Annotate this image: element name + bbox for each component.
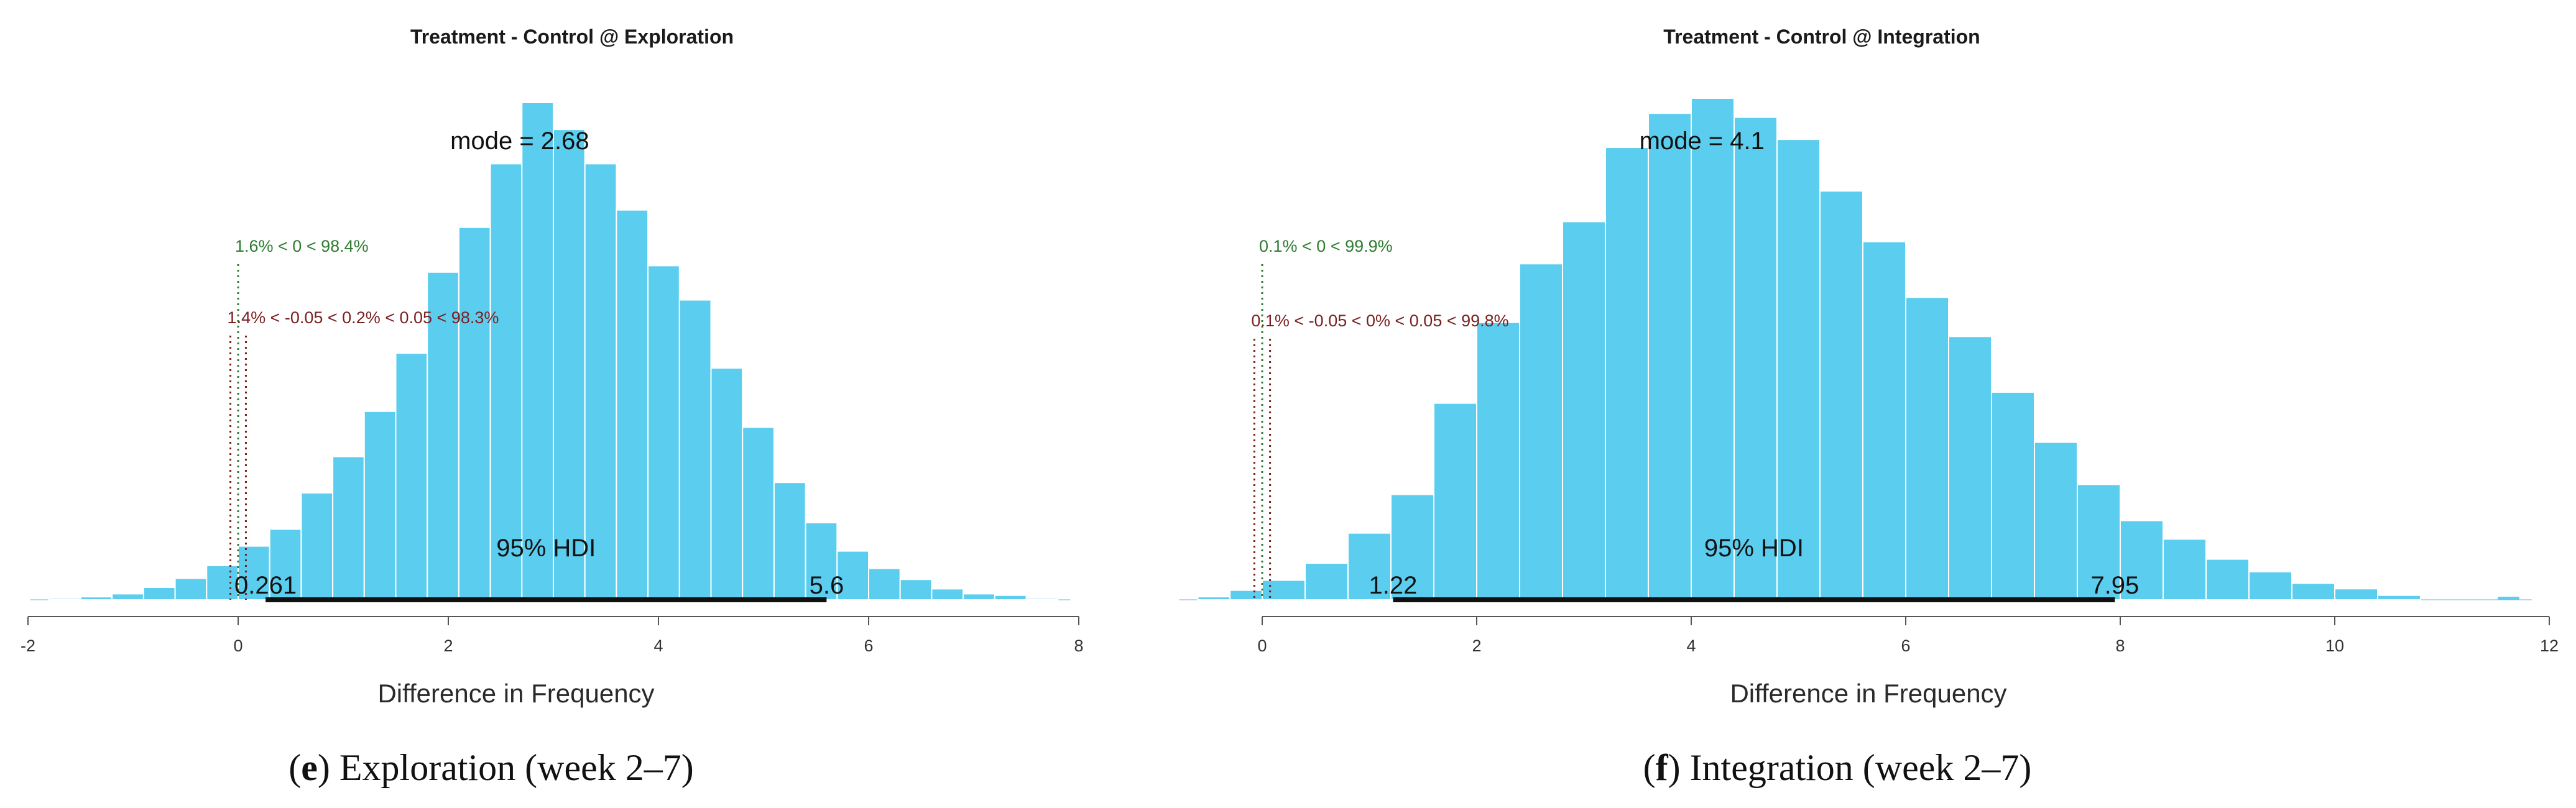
- histogram-bar: [2248, 571, 2292, 600]
- histogram-bar: [206, 564, 239, 600]
- hdi-label: 95% HDI: [496, 535, 596, 562]
- histogram-bar: [2498, 597, 2519, 600]
- histogram-bar: [1776, 139, 1821, 600]
- histogram-bar: [1433, 402, 1477, 600]
- histogram-bar: [2377, 594, 2421, 600]
- histogram-bar: [773, 482, 806, 601]
- histogram-bar: [458, 226, 491, 600]
- histogram-bar: [1519, 263, 1563, 600]
- histogram-bar: [1648, 112, 1692, 600]
- histogram-bar: [521, 102, 554, 600]
- histogram-bar: [647, 265, 680, 600]
- histogram-bar: [1562, 221, 1606, 601]
- hdi-label: 95% HDI: [1704, 535, 1804, 562]
- histogram-bar: [1948, 336, 1992, 600]
- histogram-bar: [1262, 579, 1306, 600]
- histogram-bar: [395, 352, 428, 600]
- histogram-bar: [1197, 596, 1231, 601]
- x-tick-label: 0: [1257, 636, 1267, 655]
- histogram-bar: [1733, 116, 1778, 600]
- histogram-bar: [1390, 494, 1434, 601]
- x-axis-label: Difference in Frequency: [1730, 679, 2006, 708]
- panel-title: Treatment - Control @ Integration: [1663, 25, 1980, 48]
- x-tick-label: 2: [443, 636, 453, 655]
- x-tick-label: 6: [864, 636, 873, 655]
- x-tick-label: 10: [2325, 636, 2344, 655]
- histogram-bar: [48, 597, 81, 600]
- x-tick-label: 12: [2540, 636, 2559, 655]
- x-axis-label: Difference in Frequency: [377, 679, 654, 708]
- histogram-bar: [1991, 391, 2035, 600]
- histogram-bar: [2291, 582, 2335, 601]
- histogram-bar: [868, 567, 901, 600]
- rope-label: 1.4% < -0.05 < 0.2% < 0.05 < 98.3%: [228, 308, 499, 327]
- histogram-bar: [142, 587, 176, 600]
- x-tick-label: 8: [2115, 636, 2125, 655]
- histogram-bar: [1819, 190, 1863, 601]
- mode-label: mode = 4.1: [1640, 127, 1765, 155]
- histogram-bar: [80, 596, 113, 601]
- histogram-bar: [174, 577, 208, 600]
- histogram-bar: [332, 456, 365, 600]
- mode-label: mode = 2.68: [450, 127, 589, 155]
- histogram-bar: [994, 594, 1027, 600]
- x-tick-label: 6: [1901, 636, 1910, 655]
- x-tick-label: 2: [1472, 636, 1481, 655]
- histogram-bar: [2163, 538, 2207, 601]
- histogram-bar: [1304, 562, 1349, 600]
- histogram-bars: [30, 102, 1071, 601]
- histogram-bar: [2120, 520, 2164, 601]
- x-tick-label: 8: [1074, 636, 1083, 655]
- histogram-bar: [710, 367, 744, 600]
- x-tick-label: 4: [653, 636, 663, 655]
- x-tick-label: 4: [1686, 636, 1696, 655]
- histogram-bar: [1476, 321, 1520, 600]
- histogram-bar: [742, 426, 775, 601]
- caption-exploration: (e) Exploration (week 2–7): [289, 747, 693, 788]
- histogram-bar: [678, 299, 712, 600]
- histogram-bar: [2334, 588, 2378, 600]
- histogram-bar: [1862, 241, 1906, 600]
- histogram-bar: [1229, 589, 1263, 600]
- histogram-bar: [1905, 296, 1949, 600]
- histogram-bar: [931, 588, 964, 601]
- histogram-bar: [1025, 597, 1059, 600]
- hdi-high-label: 7.95: [2090, 572, 2139, 599]
- histogram-bar: [2034, 441, 2078, 600]
- histogram-bar: [553, 129, 586, 600]
- x-tick-label: 0: [233, 636, 242, 655]
- rope-label: 0.1% < -0.05 < 0% < 0.05 < 99.8%: [1251, 311, 1508, 330]
- histogram-bar: [1605, 147, 1649, 600]
- histogram-bar: [269, 528, 302, 601]
- exploration-panel: Treatment - Control @ Exploration -2 0 2 4 6…: [21, 25, 1084, 708]
- x-axis-ticks: 0 2 4 6 8 10 12: [1257, 617, 2559, 655]
- histogram-bar: [300, 492, 334, 600]
- histogram-bar: [1691, 98, 1735, 600]
- hdi-low-label: 0.261: [234, 572, 297, 599]
- integration-panel: Treatment - Control @ Integration 0 2 4 6 8 1…: [1179, 25, 2559, 708]
- hdi-low-label: 1.22: [1369, 572, 1418, 599]
- histogram-bar: [616, 209, 649, 600]
- caption-integration: (f) Integration (week 2–7): [1643, 747, 2032, 788]
- hdi-high-label: 5.6: [810, 572, 844, 599]
- histogram-bar: [2077, 484, 2121, 601]
- x-axis-ticks: -2 0 2 4 6 8: [21, 617, 1084, 655]
- histogram-bars: [1179, 98, 2532, 601]
- comparison-label: 1.6% < 0 < 98.4%: [235, 237, 369, 255]
- histogram-bar: [963, 593, 995, 601]
- histogram-bar: [2205, 558, 2250, 600]
- histogram-bar: [363, 410, 397, 600]
- x-tick-label: -2: [21, 636, 35, 655]
- histogram-bar: [111, 593, 144, 601]
- histogram-bar: [899, 579, 933, 601]
- panel-title: Treatment - Control @ Exploration: [410, 25, 734, 48]
- comparison-label: 0.1% < 0 < 99.9%: [1259, 237, 1393, 255]
